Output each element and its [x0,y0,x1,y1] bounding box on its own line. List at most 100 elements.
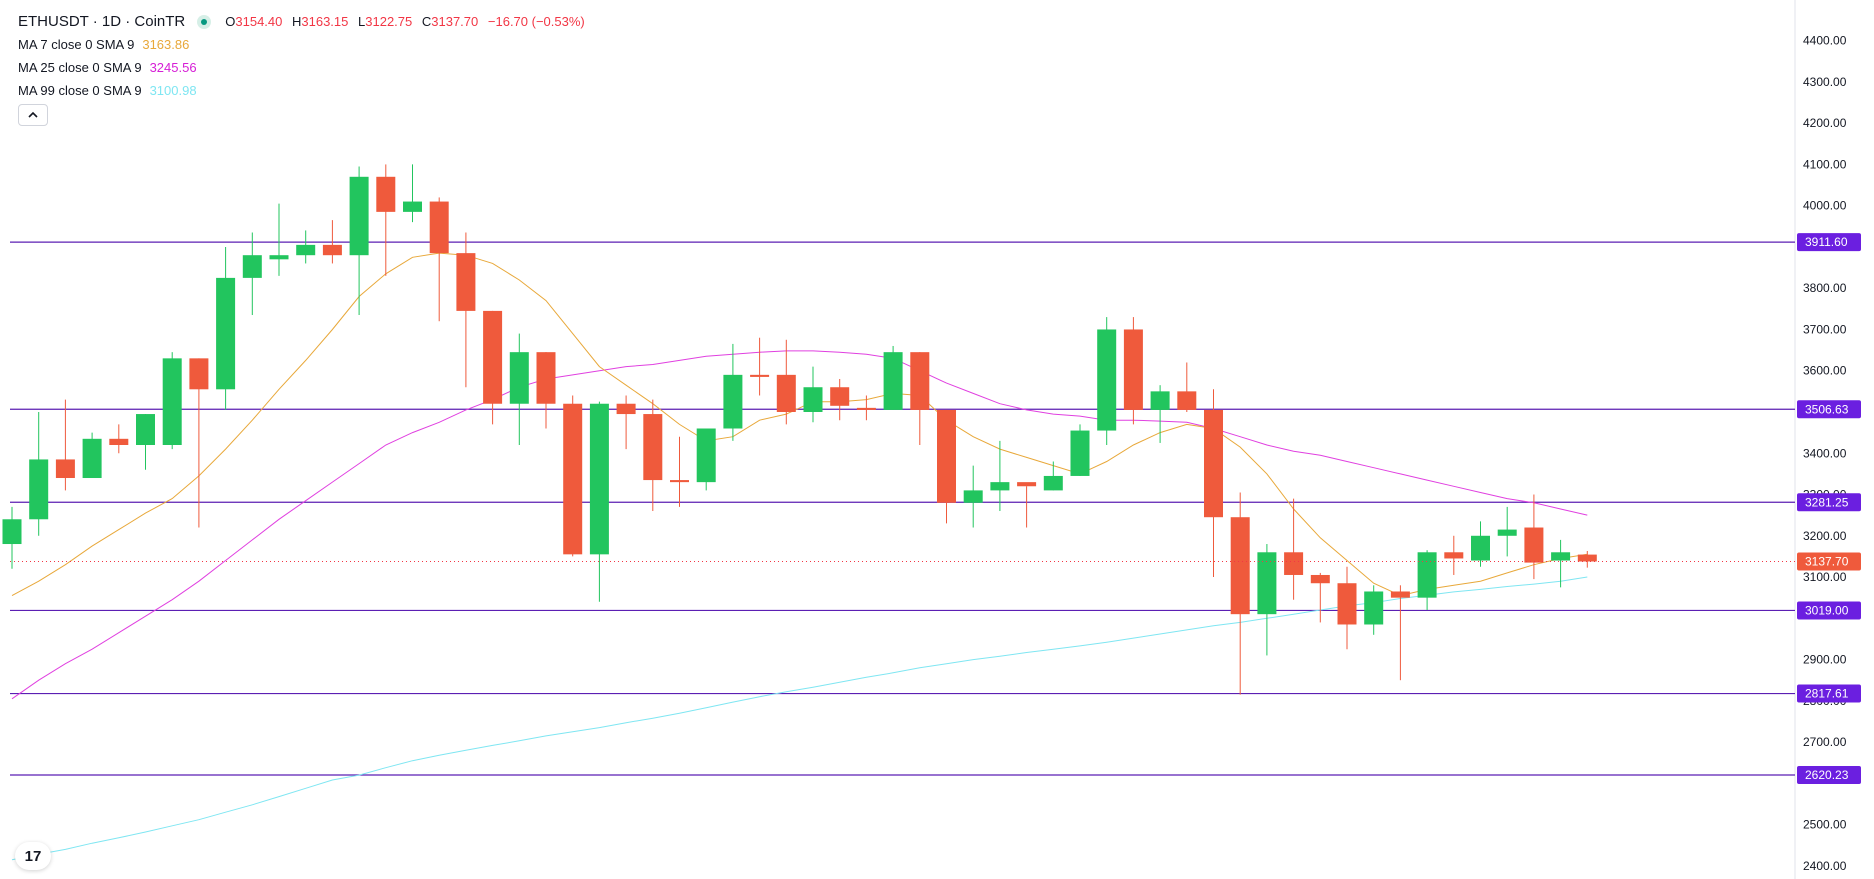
candle-body [349,176,369,256]
level-price-badge [1797,400,1861,419]
level-price-label: 2620.23 [1805,768,1849,782]
candle-body [1524,527,1544,563]
indicator-name: MA 25 close 0 SMA 9 [18,60,142,75]
candle-body [937,409,956,503]
candle-body [616,403,636,415]
candle-body [883,352,903,410]
candle-body [563,403,583,555]
candle-body [483,310,503,404]
price-axis-tick-label: 2900.00 [1803,653,1847,667]
candle-body [1364,591,1384,625]
ohlc-values: O3154.40 H3163.15 L3122.75 C3137.70 −16.… [225,14,585,29]
candle-body [1150,391,1170,410]
candle-body [910,352,930,410]
price-axis-tick-label: 2700.00 [1803,735,1847,749]
price-axis-tick-label: 3800.00 [1803,281,1847,295]
candle-body [723,374,743,429]
price-axis-tick-label: 2400.00 [1803,859,1847,873]
candle-body [1177,391,1197,410]
price-axis-tick-label: 4400.00 [1803,34,1847,48]
candle-body [296,244,316,256]
candle-body [1043,475,1063,491]
level-price-label: 3911.60 [1805,235,1848,249]
candle-body [109,438,129,445]
level-price-badge [1797,766,1861,785]
ma99-line [11,576,1588,861]
price-axis-tick-label: 2500.00 [1803,818,1847,832]
candle-body [1230,517,1250,615]
price-axis-tick-label: 3400.00 [1803,446,1847,460]
candle-body [1390,591,1410,598]
indicator-ma7[interactable]: MA 7 close 0 SMA 9 3163.86 [18,33,585,56]
candle-body [162,358,182,445]
price-axis-tick-label: 3100.00 [1803,570,1847,584]
candle-body [856,407,876,410]
open-value: 3154.40 [235,14,283,29]
candle-body [136,414,155,445]
level-price-badge [1797,684,1861,703]
indicator-value: 3163.86 [142,37,190,52]
candle-body [1123,329,1143,410]
candle-body [643,414,663,481]
candle-body [322,244,342,256]
indicator-value: 3245.56 [149,60,197,75]
candle-body [403,201,422,212]
candle-body [1444,552,1464,559]
candle-body [670,480,689,483]
symbol-title[interactable]: ETHUSDT · 1D · CoinTR [18,13,186,30]
candle-body [1017,482,1037,487]
candle-body [1551,552,1571,561]
price-axis-tick-label: 3700.00 [1803,322,1847,336]
level-price-badge [1797,601,1861,620]
price-axis-tick-label: 4300.00 [1803,75,1847,89]
candle-body [776,374,796,412]
current-price-label: 3137.70 [1805,554,1849,568]
candle-body [696,428,716,483]
ma7-line [11,252,1588,597]
market-status-icon [197,14,212,29]
collapse-legend-button[interactable] [18,104,48,126]
price-axis-tick-label: 4200.00 [1803,116,1847,130]
candle-body [1471,535,1490,561]
candle-body [750,374,770,377]
level-price-label: 3506.63 [1805,402,1849,416]
logo-text: 17 [24,847,42,865]
candle-body [509,352,529,404]
candle-body [55,459,75,479]
indicator-value: 3100.98 [149,83,197,98]
candle-body [2,519,22,545]
candle-body [1070,430,1090,476]
tradingview-logo[interactable]: 17 [15,842,51,870]
candle-body [1337,583,1357,625]
change-value: −16.70 (−0.53%) [487,14,585,29]
price-axis-tick-label: 3600.00 [1803,364,1847,378]
symbol-row: ETHUSDT · 1D · CoinTR O3154.40 H3163.15 … [18,10,585,33]
candle-body [82,438,102,479]
close-value: 3137.70 [431,14,479,29]
candle-body [536,352,556,404]
candle-body [29,459,49,520]
candle-body [1310,574,1330,584]
candle-body [1257,552,1277,615]
price-axis-tick-label: 4000.00 [1803,199,1847,213]
candle-body [1204,409,1223,518]
indicator-name: MA 7 close 0 SMA 9 [18,37,135,52]
candle-body [189,358,209,390]
level-price-badge [1797,233,1861,252]
low-value: 3122.75 [365,14,413,29]
level-price-label: 2817.61 [1805,687,1849,701]
candle-body [269,255,289,260]
candle-body [1497,529,1517,536]
candle-body [830,387,850,406]
candle-body [216,277,236,390]
candle-body [963,490,983,503]
candle-body [242,255,262,278]
high-value: 3163.15 [301,14,349,29]
indicator-ma25[interactable]: MA 25 close 0 SMA 9 3245.56 [18,56,585,79]
candle-body [1417,552,1437,598]
price-axis-tick-label: 4100.00 [1803,157,1847,171]
indicator-ma99[interactable]: MA 99 close 0 SMA 9 3100.98 [18,79,585,102]
chevron-up-icon [28,111,38,118]
